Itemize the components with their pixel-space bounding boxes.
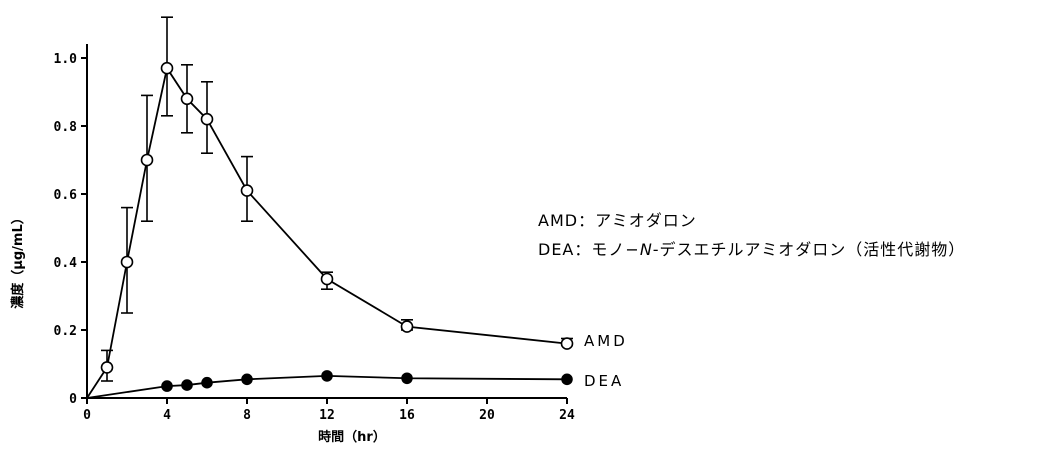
- x-ticks: 0 4 8 12 16 20 24: [83, 398, 575, 423]
- series-layer: [86, 16, 574, 399]
- y-tick-label: 0.4: [54, 256, 78, 271]
- x-axis-title: 時間（hr）: [318, 429, 386, 445]
- y-tick-label: 0.6: [54, 188, 78, 203]
- legend-desc-dea-suffix: -デスエチルアミオダロン（活性代謝物）: [652, 240, 966, 259]
- x-tick-label: 20: [479, 408, 495, 423]
- y-tick-label: 1.0: [54, 52, 78, 67]
- axes: [86, 44, 567, 399]
- data-point-dea: [561, 373, 573, 386]
- x-tick-label: 16: [399, 408, 415, 423]
- series-label-amd: AMD: [584, 332, 628, 350]
- data-point-amd: [180, 92, 194, 106]
- legend-sep-dea: ：: [574, 240, 592, 259]
- data-point-dea: [401, 372, 413, 385]
- x-tick-label: 12: [319, 408, 335, 423]
- y-tick-label: 0: [69, 392, 77, 407]
- legend-sep-amd: ：: [578, 211, 596, 230]
- data-point-dea: [321, 370, 333, 382]
- legend: AMD：アミオダロン DEA：モノ−N-デスエチルアミオダロン（活性代謝物）: [538, 206, 965, 264]
- data-point-amd: [400, 320, 414, 333]
- data-point-dea: [161, 380, 173, 392]
- y-tick-label: 0.2: [54, 324, 77, 339]
- legend-row-amd: AMD：アミオダロン: [538, 206, 965, 235]
- x-tick-label: 0: [83, 408, 91, 423]
- x-tick-label: 4: [163, 408, 171, 423]
- data-point-amd: [560, 337, 574, 350]
- data-point-amd: [320, 272, 334, 286]
- legend-abbr-amd: AMD: [538, 211, 579, 230]
- y-ticks: 0 0.2 0.4 0.6 0.8 1.0: [54, 52, 87, 407]
- data-point-amd: [140, 153, 154, 167]
- legend-desc-amd: アミオダロン: [595, 211, 697, 230]
- data-point-amd: [240, 184, 254, 197]
- legend-abbr-dea: DEA: [538, 240, 575, 259]
- data-point-amd: [200, 112, 214, 126]
- data-point-dea: [201, 376, 213, 389]
- legend-desc-dea-prefix: モノ−: [591, 240, 640, 259]
- series-label-dea: DEA: [584, 372, 624, 390]
- data-point-amd: [120, 255, 134, 269]
- x-tick-label: 8: [243, 408, 251, 423]
- series-line-amd: [86, 65, 568, 399]
- y-axis-title: 濃度（μg/mL）: [10, 211, 26, 308]
- x-tick-label: 24: [559, 408, 575, 423]
- legend-row-dea: DEA：モノ−N-デスエチルアミオダロン（活性代謝物）: [538, 235, 965, 264]
- data-point-dea: [241, 373, 253, 386]
- data-point-amd: [100, 361, 114, 374]
- y-tick-label: 0.8: [54, 120, 78, 135]
- legend-desc-dea-italic: N: [639, 240, 653, 259]
- data-point-dea: [181, 379, 193, 391]
- data-point-amd: [160, 61, 174, 75]
